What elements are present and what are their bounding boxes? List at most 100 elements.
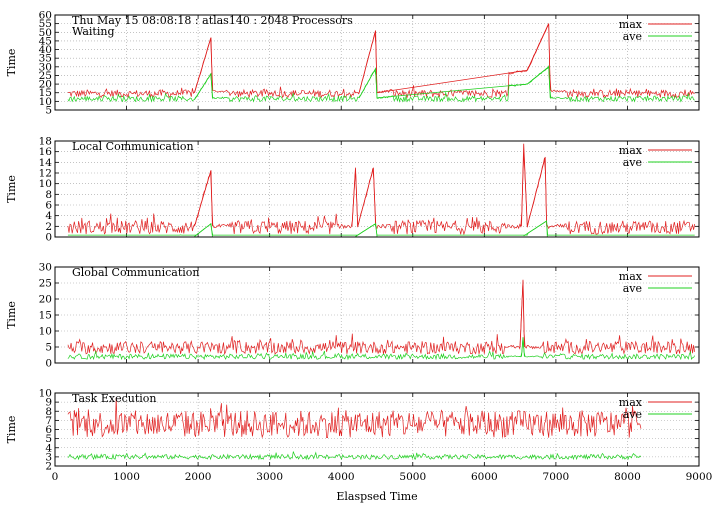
series-peak-ave — [358, 67, 378, 99]
y-tick-label: 55 — [39, 18, 52, 30]
series-line-ave — [67, 451, 642, 461]
y-tick-label: 30 — [39, 61, 52, 73]
y-tick-label: 7 — [45, 415, 52, 427]
series-peak-ave — [523, 220, 548, 237]
y-tick-label: 9 — [45, 397, 52, 409]
series-peak-ave — [376, 66, 549, 99]
series-peak-max — [194, 37, 213, 93]
legend-label-max: max — [619, 144, 643, 157]
legend-label-ave: ave — [623, 408, 642, 421]
x-axis-label: Elaspsed Time — [336, 490, 417, 503]
y-tick-label: 15 — [39, 87, 52, 99]
plot-frame — [54, 266, 700, 364]
legend-label-ave: ave — [623, 156, 642, 169]
series-line-ave — [67, 220, 695, 236]
legend-label-ave: ave — [623, 30, 642, 43]
x-tick-label: 0 — [52, 471, 59, 483]
y-axis-label: Time — [5, 49, 18, 77]
x-tick-label: 4000 — [328, 471, 355, 483]
legend-label-max: max — [619, 270, 643, 283]
series-peak-max — [526, 23, 551, 92]
series-peak-max — [519, 279, 525, 348]
y-axis-label: Time — [5, 416, 18, 444]
x-tick-label: 8000 — [614, 471, 641, 483]
y-tick-label: 25 — [39, 278, 52, 290]
series-line-max — [67, 280, 696, 356]
panel-title: Task Execution — [72, 392, 156, 405]
series-peak-ave — [355, 223, 378, 237]
panel-title: Global Communication — [72, 266, 200, 279]
y-tick-label: 30 — [39, 262, 52, 274]
y-tick-label: 2 — [45, 461, 52, 473]
y-tick-label: 60 — [39, 10, 52, 22]
series-line-max — [67, 153, 696, 236]
y-tick-label: 0 — [45, 232, 52, 244]
series-peak-max — [194, 170, 213, 227]
x-tick-label: 9000 — [686, 471, 713, 483]
legend-label-ave: ave — [623, 282, 642, 295]
plot-frame — [54, 14, 700, 111]
series-peak-max — [376, 23, 550, 94]
series-peak-max — [526, 156, 547, 227]
series-line-ave — [67, 64, 695, 103]
x-tick-label: 1000 — [113, 471, 140, 483]
y-tick-label: 5 — [45, 342, 52, 354]
legend-label-max: max — [619, 18, 643, 31]
y-tick-label: 25 — [39, 70, 52, 82]
y-tick-label: 5 — [45, 105, 52, 117]
series-line-ave — [67, 337, 695, 361]
series-peak-max — [358, 30, 378, 93]
x-tick-label: 3000 — [256, 471, 283, 483]
y-tick-label: 45 — [39, 35, 52, 47]
y-tick-label: 5 — [45, 433, 52, 445]
y-tick-label: 16 — [39, 146, 53, 158]
series-peak-ave — [521, 337, 525, 357]
y-tick-label: 0 — [45, 358, 52, 370]
panel-title: Local Communication — [72, 140, 194, 153]
series-peak-ave — [194, 72, 213, 100]
series-line-max — [67, 397, 642, 439]
panel-subtitle: Waiting — [72, 25, 115, 38]
y-tick-label: 12 — [39, 168, 52, 180]
legend-label-max: max — [619, 396, 643, 409]
y-tick-label: 4 — [45, 442, 52, 454]
y-tick-label: 8 — [45, 189, 52, 201]
y-tick-label: 4 — [45, 210, 52, 222]
y-axis-label: Time — [5, 301, 18, 329]
series-peak-ave — [527, 65, 551, 98]
x-tick-label: 7000 — [543, 471, 570, 483]
y-tick-label: 20 — [39, 79, 52, 91]
y-axis-label: Time — [5, 175, 18, 203]
plot-frame — [54, 392, 700, 467]
y-tick-label: 10 — [39, 388, 52, 400]
series-peak-max — [351, 167, 359, 227]
y-tick-label: 35 — [39, 53, 52, 65]
y-tick-label: 6 — [45, 200, 52, 212]
series-peak-max — [521, 143, 528, 227]
plot-frame — [54, 140, 700, 238]
y-tick-label: 10 — [39, 96, 52, 108]
y-tick-label: 8 — [45, 406, 52, 418]
x-tick-label: 5000 — [399, 471, 426, 483]
y-tick-label: 14 — [39, 157, 53, 169]
x-tick-label: 6000 — [471, 471, 498, 483]
panel-title: Thu May 15 08:08:18 : atlas140 : 2048 Pr… — [72, 14, 353, 27]
series-peak-ave — [194, 222, 213, 237]
y-tick-label: 6 — [45, 424, 52, 436]
y-tick-label: 20 — [39, 294, 52, 306]
series-peak-max — [357, 167, 376, 227]
y-tick-label: 50 — [39, 27, 52, 39]
series-line-max — [67, 23, 695, 99]
y-tick-label: 40 — [39, 44, 52, 56]
y-tick-label: 3 — [45, 451, 52, 463]
y-tick-label: 2 — [45, 221, 52, 233]
y-tick-label: 10 — [39, 178, 52, 190]
y-tick-label: 18 — [39, 136, 52, 148]
x-tick-label: 2000 — [185, 471, 212, 483]
